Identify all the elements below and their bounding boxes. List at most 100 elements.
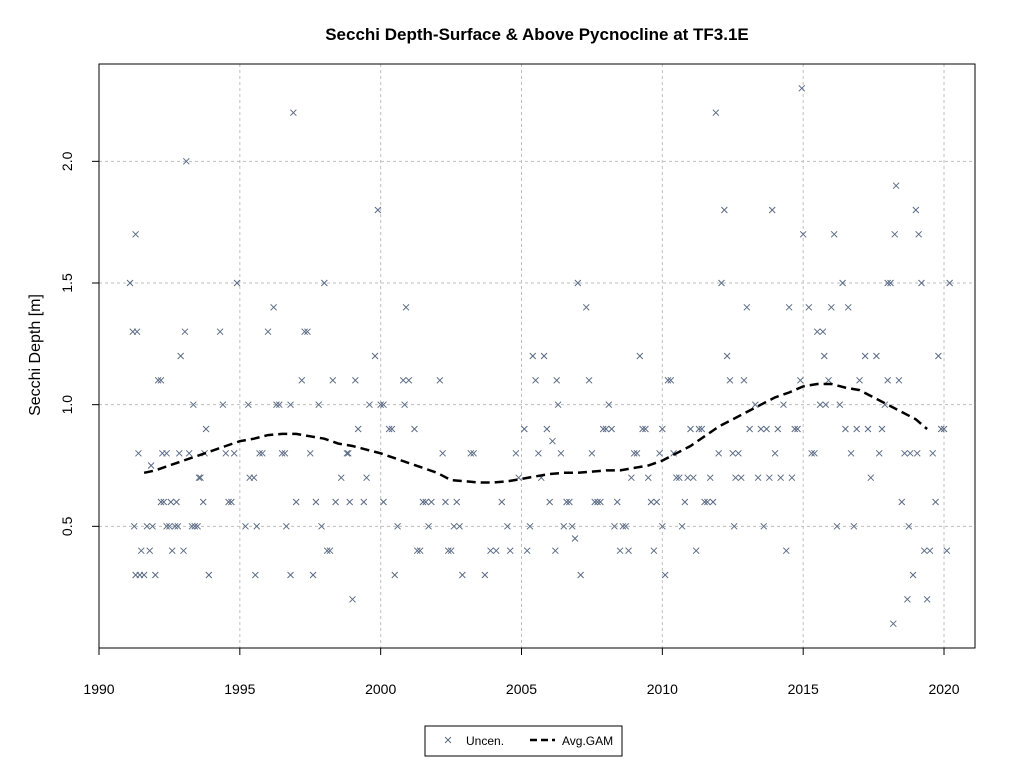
data-point — [850, 522, 858, 530]
x-tick-label: 2000 — [365, 681, 396, 697]
data-point — [337, 474, 345, 482]
data-point — [157, 376, 165, 384]
data-point — [551, 547, 559, 555]
data-point — [805, 303, 813, 311]
data-point — [616, 547, 624, 555]
data-point — [549, 437, 556, 445]
data-point — [819, 328, 827, 336]
data-point — [709, 498, 717, 506]
data-point — [304, 328, 311, 336]
data-point — [906, 449, 914, 457]
data-point — [718, 279, 725, 287]
data-point — [167, 498, 175, 506]
legend-box — [424, 725, 623, 757]
data-point — [695, 425, 703, 433]
data-point — [656, 449, 663, 457]
data-point — [701, 498, 708, 506]
x-tick-label: 1995 — [224, 681, 255, 697]
data-point — [929, 449, 937, 457]
data-point — [647, 498, 655, 506]
data-point — [315, 401, 323, 409]
data-point — [653, 498, 661, 506]
data-point — [675, 474, 683, 482]
data-point — [943, 547, 951, 555]
data-point — [554, 401, 562, 409]
data-point — [256, 449, 263, 457]
data-point — [935, 352, 942, 360]
data-point — [371, 352, 379, 360]
data-point — [909, 571, 917, 579]
x-axis: 1990 1995 2000 2005 2010 2015 2020 — [83, 647, 960, 697]
data-point — [873, 352, 880, 360]
data-point — [920, 547, 928, 555]
data-point — [388, 425, 396, 433]
data-point — [887, 279, 894, 287]
data-point — [867, 474, 875, 482]
data-point — [278, 449, 286, 457]
data-point — [726, 376, 734, 384]
data-point — [689, 474, 697, 482]
x-tick-label: 2020 — [928, 681, 959, 697]
data-point — [836, 401, 844, 409]
data-point — [780, 401, 787, 409]
data-point — [422, 498, 430, 506]
x-tick-label: 2010 — [647, 681, 678, 697]
data-point — [946, 279, 954, 287]
data-point — [878, 425, 886, 433]
data-point — [273, 401, 280, 409]
y-tick-label: 1.5 — [59, 273, 75, 293]
data-point — [782, 547, 790, 555]
data-point — [174, 522, 182, 530]
x-tick-label: 2015 — [788, 681, 819, 697]
data-point — [661, 571, 669, 579]
data-point — [512, 449, 520, 457]
data-point — [681, 498, 689, 506]
data-point — [281, 449, 289, 457]
data-point — [639, 425, 646, 433]
data-point — [625, 547, 632, 555]
data-point — [568, 522, 576, 530]
data-point — [884, 376, 892, 384]
data-point — [602, 425, 610, 433]
data-point — [825, 376, 832, 384]
data-point — [323, 547, 331, 555]
data-point — [137, 547, 145, 555]
data-point — [844, 303, 852, 311]
data-point — [597, 498, 604, 506]
data-point — [774, 425, 782, 433]
data-point — [329, 376, 337, 384]
data-point — [582, 303, 590, 311]
data-point — [827, 303, 835, 311]
data-point — [416, 547, 424, 555]
gam-line-layer — [143, 382, 928, 484]
data-point — [487, 547, 494, 555]
data-point — [898, 498, 906, 506]
data-point — [720, 206, 728, 214]
data-point — [732, 474, 739, 482]
y-axis-label: Secchi Depth [m] — [27, 294, 44, 416]
data-point — [177, 352, 185, 360]
data-point — [171, 522, 179, 530]
data-point — [754, 474, 762, 482]
data-point — [730, 522, 738, 530]
data-point — [791, 425, 799, 433]
y-axis: 0.5 1.0 1.5 2.0 — [59, 151, 99, 536]
data-point — [253, 522, 261, 530]
data-point — [715, 449, 723, 457]
data-point — [225, 498, 232, 506]
data-point — [133, 328, 141, 336]
data-point — [856, 376, 863, 384]
data-point — [904, 595, 911, 603]
legend-label-avg-gam: Avg.GAM — [562, 734, 613, 748]
data-point — [608, 425, 615, 433]
legend-marker-x — [444, 736, 452, 744]
data-point — [605, 401, 613, 409]
data-point — [394, 522, 401, 530]
data-point — [588, 449, 596, 457]
data-point — [642, 425, 649, 433]
data-point — [932, 498, 939, 506]
data-point — [140, 571, 148, 579]
data-point — [298, 376, 306, 384]
data-point — [892, 182, 900, 190]
data-point — [743, 303, 751, 311]
